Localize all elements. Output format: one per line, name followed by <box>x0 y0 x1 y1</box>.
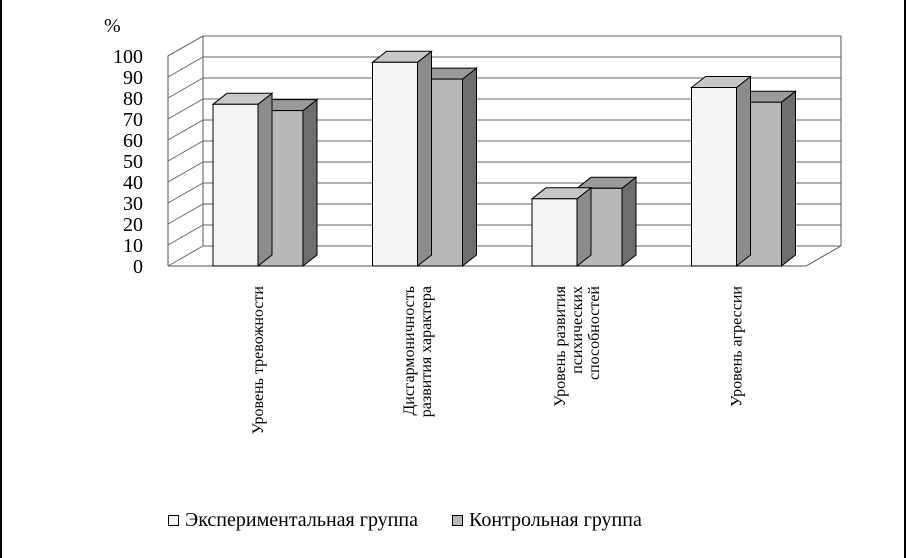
bar-front <box>691 87 737 267</box>
bar-side <box>462 67 477 268</box>
legend-label-experimental: Экспериментальная группа <box>185 508 418 531</box>
x-category-label: Уровень агрессии <box>729 286 746 407</box>
y-tick-label: 80 <box>123 88 143 110</box>
frame-right-border <box>904 0 906 558</box>
x-category-label: Уровень тревожности <box>250 286 267 435</box>
y-tick-label: 40 <box>123 172 143 194</box>
chart-legend: Экспериментальная группа Контрольная гру… <box>168 506 676 534</box>
bar-side <box>302 98 318 268</box>
x-category-line: психических <box>569 286 586 374</box>
x-category-text: Уровень тревожности <box>250 286 267 435</box>
chart-bars <box>211 50 797 268</box>
legend-item-control: Контрольная группа <box>451 508 642 532</box>
bar-side <box>621 176 637 268</box>
gridline <box>167 161 841 183</box>
gridline <box>167 140 841 162</box>
legend-label-control: Контрольная группа <box>468 508 642 531</box>
y-tick-label: 100 <box>113 46 143 68</box>
gridline <box>167 77 841 99</box>
y-tick-label: 60 <box>123 130 143 152</box>
bar-side <box>257 92 273 268</box>
y-tick-label: 30 <box>123 193 143 215</box>
x-axis-labels: Уровень тревожности Дисгармоничностьразви… <box>250 285 746 434</box>
legend-swatch-control <box>451 514 463 526</box>
x-category-line: Уровень агрессии <box>729 286 746 407</box>
bar-side <box>736 75 751 268</box>
bar <box>690 75 752 268</box>
y-tick-label: 10 <box>123 235 143 257</box>
gridline <box>167 35 841 57</box>
bar-side <box>576 186 592 268</box>
x-category-line: Уровень тревожности <box>250 286 267 435</box>
bar-front <box>212 103 259 267</box>
bar <box>211 92 274 268</box>
gridline <box>167 119 841 141</box>
bar-side <box>417 50 432 268</box>
x-category-text: Уровень развитияпсихическихспособностей <box>552 285 603 406</box>
x-category-line: Дисгармоничность <box>401 286 418 416</box>
bar-side <box>781 90 796 268</box>
bar-front <box>372 61 418 267</box>
x-category-label: Уровень развитияпсихическихспособностей <box>552 285 603 406</box>
x-category-label: Дисгармоничностьразвития характера <box>401 286 435 417</box>
legend-item-experimental: Экспериментальная группа <box>168 509 418 532</box>
x-category-line: Уровень развития <box>552 285 569 406</box>
y-tick-label: 20 <box>123 214 143 236</box>
y-tick-label: 90 <box>123 67 143 89</box>
x-category-text: Уровень агрессии <box>729 286 746 407</box>
x-category-line: способностей <box>586 286 603 380</box>
legend-swatch-experimental <box>168 514 179 526</box>
x-category-text: Дисгармоничностьразвития характера <box>401 286 435 417</box>
bar <box>371 50 433 268</box>
y-tick-label: 70 <box>123 109 143 131</box>
y-tick-label: 0 <box>133 256 143 278</box>
frame-left-border <box>0 0 2 558</box>
y-tick-label: 50 <box>123 151 143 173</box>
gridline <box>167 56 841 78</box>
bar <box>530 186 593 268</box>
bar-front <box>531 198 578 267</box>
gridline <box>167 98 841 120</box>
y-axis-unit-label: % <box>104 15 121 37</box>
x-category-line: развития характера <box>418 286 435 417</box>
